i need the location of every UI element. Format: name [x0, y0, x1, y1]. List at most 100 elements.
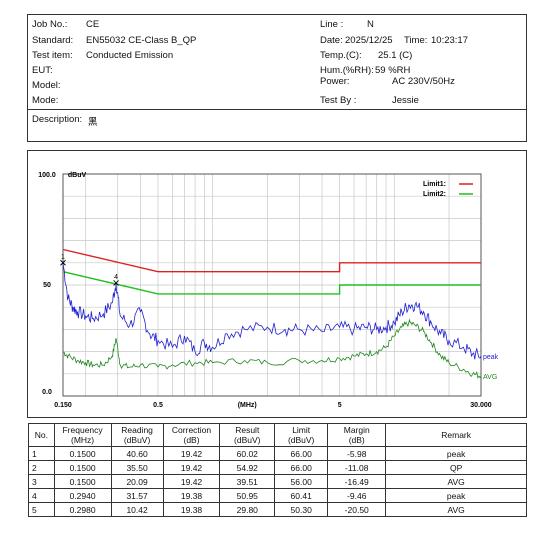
- column-header: Reading (dBuV): [110, 423, 164, 447]
- table-cell: 10.42: [110, 502, 164, 517]
- x-tick-label: 30.000: [470, 402, 492, 409]
- line-value: N: [367, 19, 374, 30]
- y-tick-label: 100.0: [38, 172, 56, 179]
- table-cell: -11.08: [327, 460, 387, 475]
- table-cell: 2: [28, 460, 55, 475]
- table-cell: 0.1500: [53, 460, 112, 475]
- avg-trace: [62, 318, 482, 379]
- limit2-line: [62, 271, 481, 295]
- table-row: 3 0.1500 20.09 19.42 39.51 56.00 -16.49 AVG: [28, 474, 527, 489]
- table-cell: 0.1500: [53, 446, 112, 461]
- mode-label: Mode:: [32, 95, 59, 106]
- table-cell: -9.46: [327, 488, 387, 503]
- table-cell: 0.1500: [53, 474, 112, 489]
- table-cell: 54.92: [219, 460, 276, 475]
- table-row: 1 0.1500 40.60 19.42 60.02 66.00 -5.98 peak: [28, 446, 527, 461]
- results-table: No. Frequency (MHz) Reading (dBuV) Correction…: [28, 423, 527, 517]
- test-by-label: Test By :: [320, 95, 357, 106]
- job-no-value: CE: [86, 19, 100, 30]
- table-cell: 56.00: [274, 474, 329, 489]
- y-tick-label: 50: [43, 282, 51, 289]
- legend-label: Limit1:: [423, 181, 446, 188]
- eut-label: EUT:: [32, 65, 53, 76]
- peak-trace-label: peak: [483, 354, 499, 361]
- table-cell: 4: [28, 488, 55, 503]
- date-label: Date:: [320, 35, 343, 46]
- info-divider: [28, 109, 526, 110]
- table-body: 1 0.1500 40.60 19.42 60.02 66.00 -5.98 peak 2 0.1…: [28, 446, 527, 517]
- table-cell: 31.57: [110, 488, 164, 503]
- temp-value: 25.1 (C): [378, 50, 413, 61]
- description-value: 黑: [88, 117, 98, 128]
- test-by-value: Jessie: [392, 95, 419, 106]
- table-row: 5 0.2980 10.42 19.38 29.80 50.30 -20.50 AVG: [28, 502, 527, 517]
- description-label: Description:: [32, 114, 83, 125]
- date-value: 2025/12/25: [345, 35, 393, 46]
- line-label: Line :: [320, 19, 344, 30]
- table-cell: 3: [28, 474, 55, 489]
- y-axis-unit: dBuV: [68, 172, 87, 179]
- x-tick-label: 5: [338, 402, 342, 409]
- table-cell: 39.51: [219, 474, 276, 489]
- table-cell: 1: [28, 446, 55, 461]
- table-cell: -5.98: [327, 446, 387, 461]
- test-item-value: Conducted Emission: [86, 50, 174, 61]
- emission-chart: peak AVG 1 4 100.0 50 0.0 dBuV 0.150 0.5 5 30.000 (M…: [27, 150, 527, 418]
- standard-value: EN55032 CE-Class B_QP: [86, 35, 197, 46]
- column-header: Frequency (MHz): [53, 423, 112, 447]
- chart-border: [27, 150, 527, 418]
- column-header: Margin (dB): [327, 423, 387, 447]
- table-cell: 20.09: [110, 474, 164, 489]
- table-cell: 66.00: [274, 446, 329, 461]
- table-cell: 60.02: [219, 446, 276, 461]
- column-header: Correction (dB): [162, 423, 221, 447]
- table-header-row: No. Frequency (MHz) Reading (dBuV) Correction…: [28, 423, 527, 447]
- x-tick-label: 0.150: [54, 402, 72, 409]
- table-cell: 50.30: [274, 502, 329, 517]
- table-cell: 60.41: [274, 488, 329, 503]
- humidity-value: 59 %RH: [375, 65, 411, 76]
- table-cell: 35.50: [110, 460, 164, 475]
- test-info-box: Job No.: CE Standard: EN55032 CE-Class B…: [27, 14, 527, 142]
- standard-label: Standard:: [32, 35, 74, 46]
- table-cell: 0.2940: [53, 488, 112, 503]
- table-cell: QP: [385, 460, 527, 475]
- legend-label: Limit2:: [423, 191, 446, 198]
- table-row: 4 0.2940 31.57 19.38 50.95 60.41 -9.46 peak: [28, 488, 527, 503]
- time-value: 10:23:17: [431, 35, 468, 46]
- humidity-label: Hum.(%RH):: [320, 65, 374, 76]
- job-no-label: Job No.:: [32, 19, 68, 30]
- marker-x: [60, 259, 66, 266]
- table-cell: peak: [385, 488, 527, 503]
- table-cell: peak: [385, 446, 527, 461]
- table-cell: AVG: [385, 502, 527, 517]
- table-row: 2 0.1500 35.50 19.42 54.92 66.00 -11.08 QP: [28, 460, 527, 475]
- table-cell: 19.38: [162, 502, 221, 517]
- table-cell: 19.42: [162, 474, 221, 489]
- table-cell: 19.38: [162, 488, 221, 503]
- x-tick-label: 0.5: [153, 402, 163, 409]
- model-label: Model:: [32, 80, 61, 91]
- column-header: Limit (dBuV): [274, 423, 329, 447]
- power-label: Power:: [320, 76, 350, 87]
- table-cell: -20.50: [327, 502, 387, 517]
- column-header: No.: [28, 423, 55, 447]
- column-header: Remark: [385, 423, 527, 447]
- temp-label: Temp.(C):: [320, 50, 362, 61]
- y-tick-label: 0.0: [42, 389, 52, 396]
- table-cell: 19.42: [162, 446, 221, 461]
- marker-x: [113, 280, 119, 286]
- table-cell: 5: [28, 502, 55, 517]
- table-cell: -16.49: [327, 474, 387, 489]
- avg-trace-label: AVG: [483, 374, 497, 381]
- test-item-label: Test item:: [32, 50, 73, 61]
- column-header: Result (dBuV): [219, 423, 276, 447]
- table-cell: 0.2980: [53, 502, 112, 517]
- marker-label: 1: [61, 254, 65, 261]
- chart-labels: peak AVG 1 4 100.0 50 0.0 dBuV 0.150 0.5 5 30.000 (M…: [38, 172, 498, 409]
- marker-label: 4: [114, 274, 118, 281]
- x-axis-unit: (MHz): [238, 402, 257, 409]
- table-cell: AVG: [385, 474, 527, 489]
- table-cell: 29.80: [219, 502, 276, 517]
- limit1-line: [62, 248, 481, 273]
